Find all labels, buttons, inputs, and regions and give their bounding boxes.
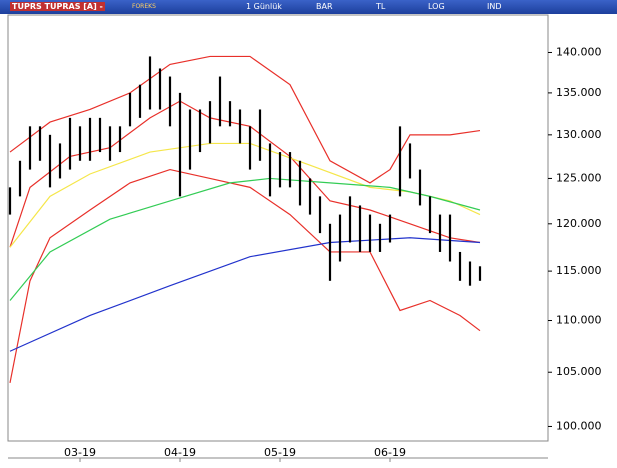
symbol[interactable]: TUPRS TUPRAS [A] - xyxy=(10,2,105,11)
x-tick-label: 03-19 xyxy=(64,446,96,459)
period[interactable]: 1 Günlük xyxy=(246,2,282,11)
y-tick-label: 120.000 xyxy=(556,217,602,230)
indicator-line xyxy=(9,177,481,301)
plot-frame xyxy=(7,14,549,442)
scale[interactable]: LOG xyxy=(428,2,445,11)
indicator-line xyxy=(9,237,481,352)
indicators[interactable]: IND xyxy=(487,2,502,11)
currency[interactable]: TL xyxy=(376,2,386,11)
y-tick-label: 140.000 xyxy=(556,45,602,58)
y-tick-label: 105.000 xyxy=(556,365,602,378)
y-tick-label: 130.000 xyxy=(556,128,602,141)
chart: 100.000 105.000 110.000 115.000 120.000 125.0… xyxy=(7,14,602,462)
y-tick-label: 100.000 xyxy=(556,419,602,432)
y-tick-label: 115.000 xyxy=(556,264,602,277)
x-tick-label: 04-19 xyxy=(164,446,196,459)
y-tick-label: 135.000 xyxy=(556,86,602,99)
toolbar: TUPRS TUPRAS [A] - FOREKS 1 Günlük BAR T… xyxy=(0,0,617,14)
source[interactable]: FOREKS xyxy=(132,3,156,10)
x-tick-label: 05-19 xyxy=(264,446,296,459)
indicator-line xyxy=(9,55,481,184)
x-tick-label: 06-19 xyxy=(374,446,406,459)
y-tick-label: 125.000 xyxy=(556,171,602,184)
y-tick-label: 110.000 xyxy=(556,314,602,327)
style[interactable]: BAR xyxy=(316,2,333,11)
indicator-line xyxy=(9,168,481,383)
